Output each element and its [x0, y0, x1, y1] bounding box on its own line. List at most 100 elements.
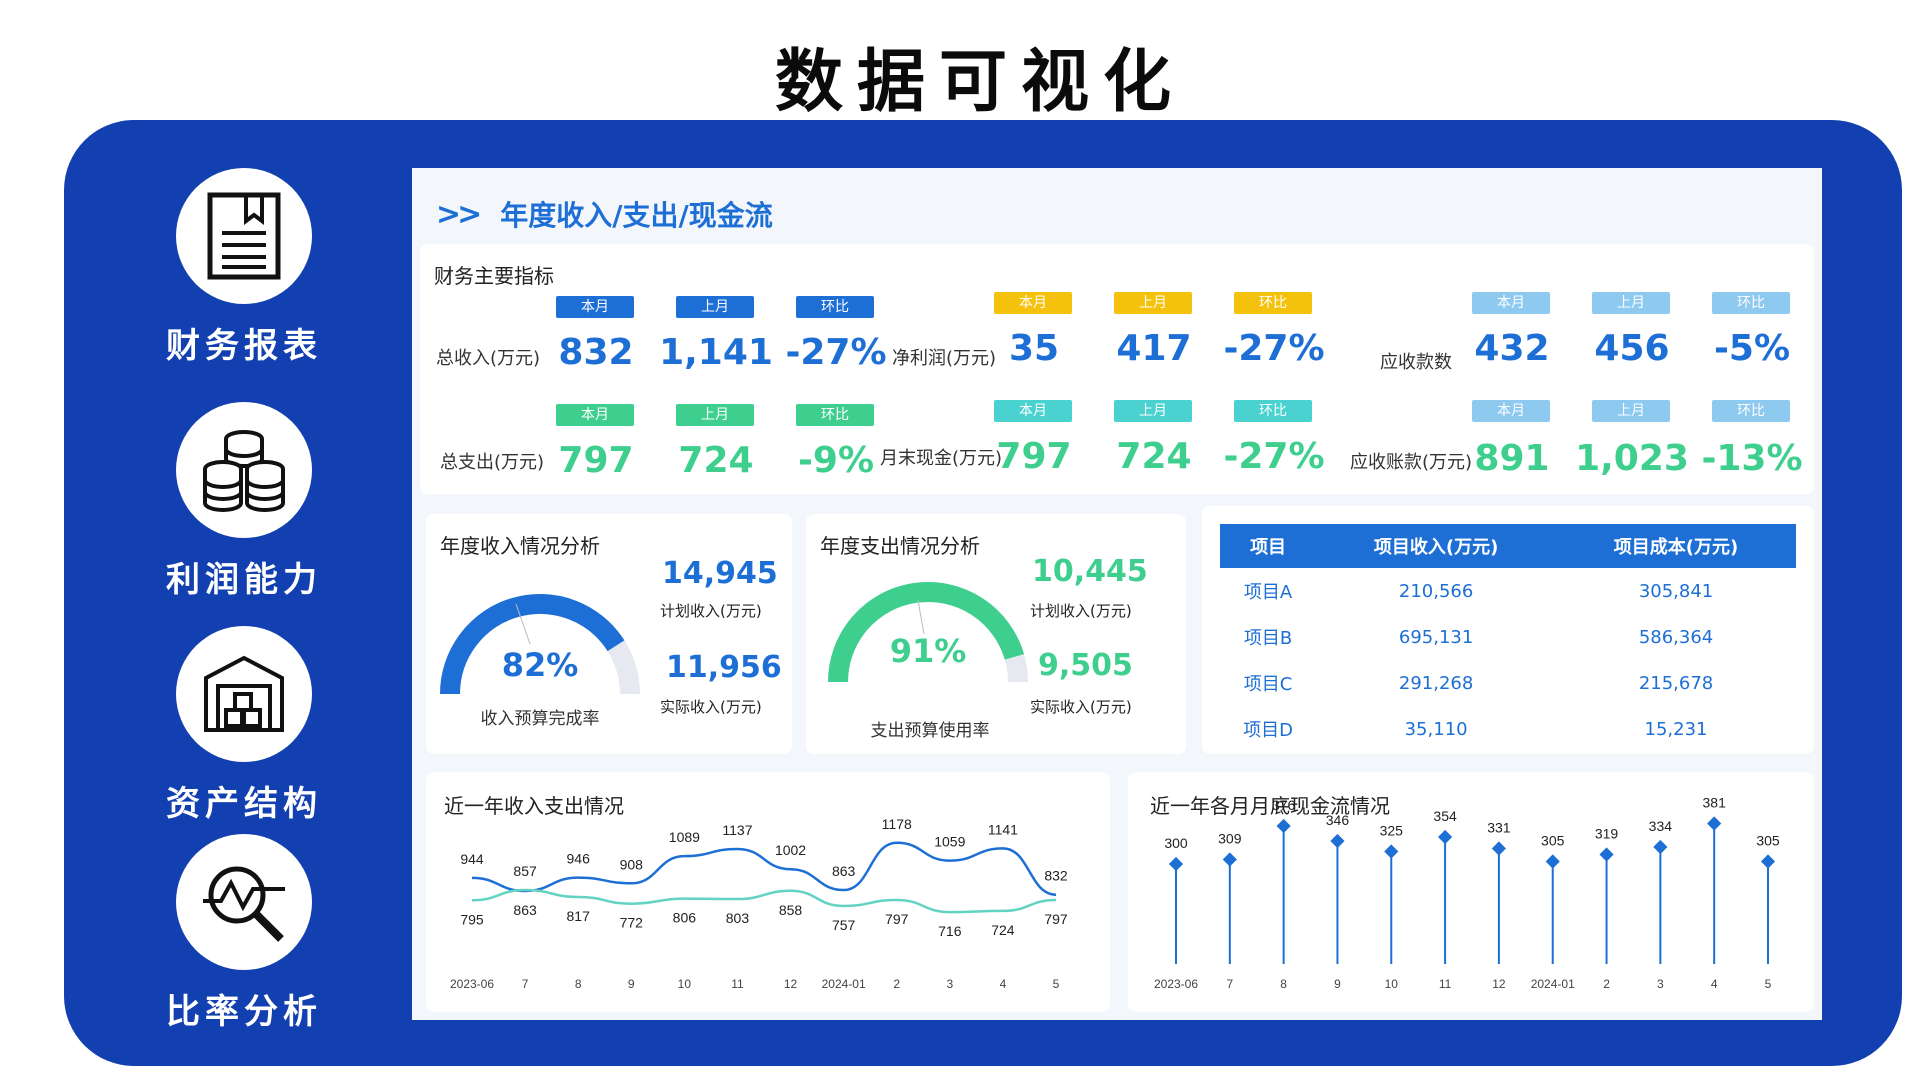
warehouse-icon — [176, 626, 312, 762]
report-icon — [176, 168, 312, 304]
line-chart-card: 近一年收入支出情况 944 857 946 908 1089 1137 1002 863 117… — [426, 772, 1110, 1012]
x-tick-label: 11 — [731, 977, 744, 991]
kpi-value-current: 891 — [1474, 438, 1550, 479]
sidebar-item-profitability[interactable]: 利润能力 — [166, 402, 317, 601]
table-cell: 项目D — [1243, 720, 1293, 741]
data-label: 858 — [779, 902, 803, 918]
stem-marker — [1760, 854, 1776, 869]
x-tick-label: 11 — [1439, 977, 1452, 991]
expense-gauge-caption: 支出预算使用率 — [870, 721, 990, 741]
gauge-needle — [515, 603, 531, 645]
x-tick-label: 2 — [1603, 977, 1610, 991]
data-label: 797 — [885, 911, 909, 927]
income-gauge-title: 年度收入情况分析 — [440, 534, 600, 558]
tag-previous: 上月 — [1114, 400, 1192, 422]
x-tick-label: 7 — [522, 977, 529, 991]
stem-marker — [1276, 818, 1291, 834]
dashboard-panel: >> 年度收入/支出/现金流 财务主要指标 总收入(万元) 本月 上月 环比 8… — [412, 168, 1822, 1020]
data-label: 309 — [1218, 831, 1242, 847]
tag-ratio: 环比 — [1234, 292, 1312, 314]
data-label: 908 — [620, 856, 644, 872]
data-label: 795 — [460, 911, 484, 927]
data-label: 1141 — [988, 821, 1018, 837]
table-cell: 695,131 — [1398, 626, 1474, 648]
table-row: 项目A 210,566 305,841 — [1220, 568, 1796, 614]
x-tick-label: 2024-01 — [1531, 977, 1575, 991]
kpi-value-ratio: -9% — [797, 440, 875, 481]
income-plan-value: 14,945 — [662, 556, 778, 591]
kpi-value-ratio: -27% — [1223, 436, 1325, 477]
table-cell: 305,841 — [1638, 580, 1714, 602]
table-cell: 215,678 — [1638, 672, 1714, 694]
table-header-row: 项目 项目收入(万元) 项目成本(万元) — [1220, 524, 1796, 568]
income-actual-value: 11,956 — [666, 650, 782, 685]
table-cell: 210,566 — [1398, 580, 1474, 602]
x-tick-label: 10 — [678, 977, 692, 991]
analysis-icon — [176, 834, 312, 970]
table-cell: 35,110 — [1404, 718, 1468, 740]
data-label: 797 — [1044, 911, 1068, 927]
kpi-label-total-expense: 总支出(万元) — [440, 452, 545, 473]
x-tick-label: 10 — [1385, 977, 1399, 991]
tag-ratio: 环比 — [1712, 292, 1790, 314]
cashflow-chart-title: 近一年各月月底现金流情况 — [1150, 794, 1390, 818]
tag-ratio: 环比 — [1234, 400, 1312, 422]
table-row: 项目B 695,131 586,364 — [1220, 614, 1796, 660]
data-label: 305 — [1756, 833, 1780, 849]
kpi-value-ratio: -27% — [1223, 328, 1325, 369]
tag-current: 本月 — [556, 404, 634, 426]
expense-gauge-percent: 91% — [889, 632, 967, 670]
sidebar-item-label: 利润能力 — [166, 560, 322, 600]
data-label: 817 — [567, 908, 591, 924]
tag-previous: 上月 — [676, 296, 754, 318]
data-label: 376 — [1272, 797, 1296, 813]
table-cell: 项目B — [1243, 628, 1293, 649]
tag-current: 本月 — [556, 296, 634, 318]
tag-ratio: 环比 — [1712, 400, 1790, 422]
line-chart-title: 近一年收入支出情况 — [444, 794, 624, 818]
data-label: 757 — [832, 917, 856, 933]
double-chevron-icon: >> — [436, 196, 482, 232]
stem-marker — [1653, 839, 1668, 855]
stem-marker — [1599, 847, 1614, 862]
tag-ratio: 环比 — [796, 296, 874, 318]
expense-gauge-arc — [828, 581, 1025, 683]
x-tick-label: 4 — [1000, 977, 1007, 991]
stem-marker — [1222, 852, 1237, 867]
tag-previous: 上月 — [676, 404, 754, 426]
stem-marker — [1330, 833, 1345, 849]
stem-marker — [1707, 816, 1722, 831]
data-label: 305 — [1541, 833, 1565, 849]
stem-marker — [1438, 829, 1453, 845]
x-tick-label: 5 — [1053, 977, 1060, 991]
expense-gauge-card: 年度支出情况分析 91% 支出预算使用率 10,445 计划收入(万元) 9,5… — [806, 514, 1186, 754]
data-label: 325 — [1380, 823, 1404, 839]
x-tick-label: 7 — [1226, 977, 1233, 991]
data-label: 803 — [726, 910, 750, 926]
data-label: 334 — [1649, 818, 1673, 834]
stem-marker — [1168, 856, 1184, 872]
income-gauge-caption: 收入预算完成率 — [480, 709, 600, 729]
kpi-value-previous: 1,141 — [659, 332, 773, 373]
data-label: 772 — [620, 915, 644, 931]
table-cell: 586,364 — [1638, 626, 1714, 648]
kpi-value-current: 797 — [558, 440, 634, 481]
sidebar-item-asset-structure[interactable]: 资产结构 — [166, 626, 317, 825]
sidebar-item-financial-report[interactable]: 财务报表 — [166, 168, 317, 367]
x-tick-label: 3 — [946, 977, 953, 991]
data-label: 319 — [1595, 826, 1619, 842]
data-label: 857 — [513, 863, 537, 879]
stem-marker — [1545, 854, 1560, 869]
sidebar-item-ratio-analysis[interactable]: 比率分析 — [166, 834, 317, 1033]
panel-title: >> 年度收入/支出/现金流 — [436, 194, 773, 234]
stem-marker — [1384, 844, 1399, 859]
data-label: 716 — [938, 923, 962, 939]
table-row: 项目D 35,110 15,231 — [1220, 706, 1796, 752]
x-tick-label: 2023-06 — [1154, 977, 1198, 991]
data-label: 300 — [1164, 835, 1188, 851]
kpi-value-current: 432 — [1474, 328, 1550, 369]
series-line-1 — [471, 888, 1057, 914]
coins-icon — [176, 402, 312, 538]
x-tick-label: 8 — [1280, 977, 1287, 991]
